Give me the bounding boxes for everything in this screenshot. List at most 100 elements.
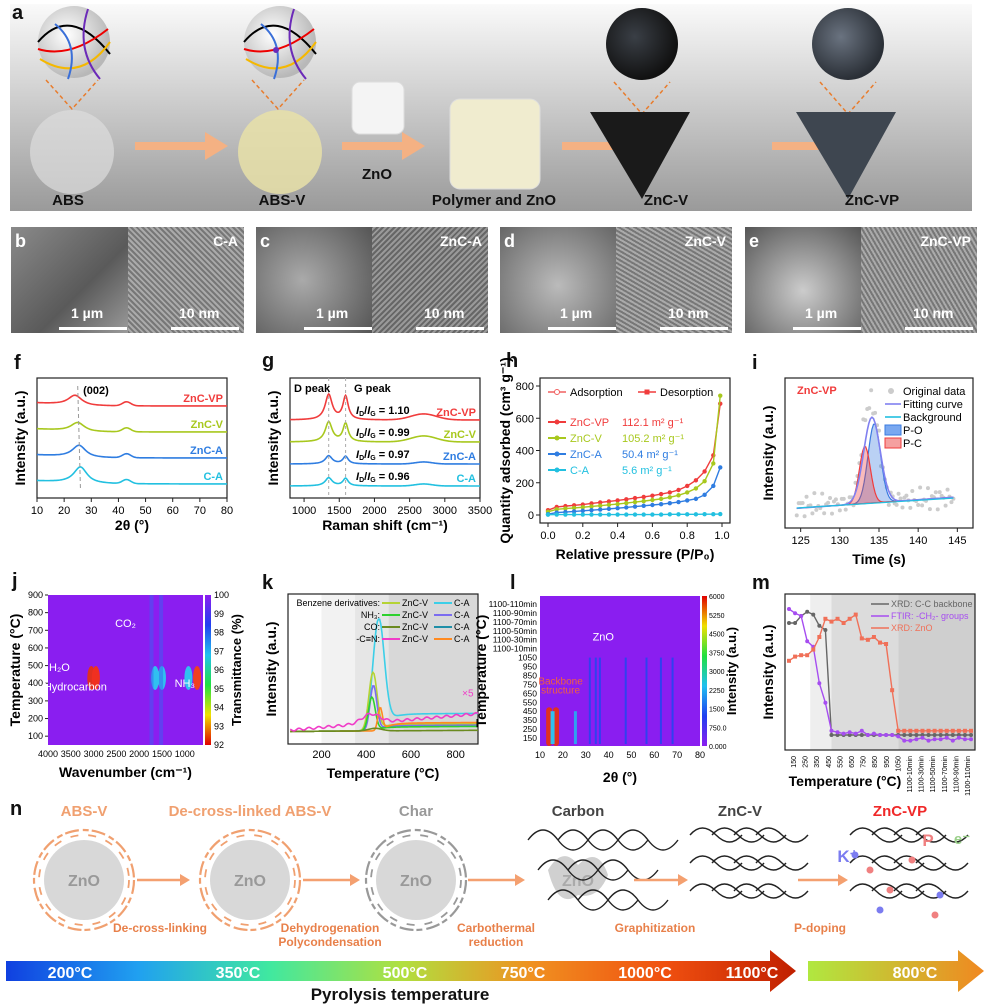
data-point bbox=[956, 728, 961, 733]
micrograph-d: d ZnC-V 1 µm 10 nm bbox=[500, 227, 732, 333]
tem-image bbox=[372, 227, 488, 333]
original-data-point bbox=[867, 406, 872, 411]
sem-image bbox=[500, 227, 616, 333]
data-point bbox=[667, 501, 672, 506]
zno-reflection bbox=[645, 657, 648, 744]
data-point bbox=[805, 609, 810, 614]
data-point bbox=[793, 621, 798, 625]
electron-label: e⁻ bbox=[954, 831, 970, 848]
data-point bbox=[676, 499, 681, 505]
zno-cube-icon bbox=[351, 81, 405, 135]
carbon-sheet-icon bbox=[849, 883, 903, 899]
data-point bbox=[571, 512, 577, 517]
y-tick-label: 950 bbox=[523, 662, 537, 672]
series-label: C-A bbox=[203, 471, 223, 483]
absorption-band bbox=[91, 665, 100, 690]
sem-image bbox=[745, 227, 861, 333]
x-tick-label: 1100-50min bbox=[930, 756, 937, 793]
original-data-point bbox=[830, 511, 834, 516]
data-point bbox=[926, 738, 931, 743]
original-data-point bbox=[826, 500, 831, 505]
carbon-sheet-icon bbox=[733, 855, 787, 871]
panel-f-label: f bbox=[14, 352, 21, 374]
plot-frame bbox=[289, 377, 481, 499]
y-tick-label: 600 bbox=[28, 643, 43, 653]
y-tick-label: 1050 bbox=[518, 653, 537, 663]
annotation-NH₃: NH₃ bbox=[175, 678, 195, 690]
data-point bbox=[884, 642, 889, 646]
legend-marker bbox=[554, 389, 560, 395]
legend-marker bbox=[644, 389, 650, 395]
y-tick-label: 500 bbox=[28, 661, 43, 671]
legend-label: ZnC-V bbox=[402, 598, 428, 608]
data-point bbox=[950, 733, 955, 737]
surface-area-label: 50.4 m² g⁻¹ bbox=[622, 449, 678, 461]
data-point bbox=[847, 733, 852, 737]
data-point bbox=[606, 502, 612, 508]
data-point bbox=[811, 647, 816, 652]
legend-marker bbox=[554, 435, 560, 441]
original-data-point bbox=[837, 508, 842, 513]
legend-fitting-curve: Fitting curve bbox=[903, 399, 963, 411]
zno-label: ZnO bbox=[362, 166, 392, 183]
data-point bbox=[580, 512, 585, 517]
tem-scale-bar bbox=[416, 327, 484, 330]
y-tick-label: 400 bbox=[28, 678, 43, 688]
data-point bbox=[932, 737, 937, 742]
data-point bbox=[563, 512, 568, 517]
data-point bbox=[823, 700, 828, 705]
legend-label: ZnC-V bbox=[402, 634, 428, 644]
absv-polymer-sphere-icon bbox=[243, 6, 317, 80]
arrow-head-icon bbox=[678, 874, 688, 886]
pyrolysis-axis-label: Pyrolysis temperature bbox=[311, 985, 490, 1004]
y-axis-label: Intensity (a.u.) bbox=[265, 391, 281, 486]
colorbar-tick-label: 6000 bbox=[709, 594, 725, 601]
sample-label: ZnC-V bbox=[684, 233, 726, 249]
y-tick-label: 850 bbox=[523, 670, 537, 680]
tem-scale-bar bbox=[171, 327, 239, 330]
colorbar-tick-label: 2250 bbox=[709, 688, 725, 695]
y-tick-label: 150 bbox=[523, 733, 537, 743]
data-point bbox=[571, 505, 577, 511]
annotation-structure: structure bbox=[541, 685, 580, 696]
data-point bbox=[865, 733, 870, 737]
legend-p-c: P-C bbox=[903, 438, 922, 450]
x-axis-label: Temperature (°C) bbox=[327, 765, 440, 781]
x-tick-label: 1000 bbox=[292, 505, 316, 517]
colorbar-tick-label: 98 bbox=[214, 628, 224, 638]
temperature-label: 750°C bbox=[501, 965, 546, 982]
micrograph-e: e ZnC-VP 1 µm 10 nm bbox=[745, 227, 977, 333]
polymer-chain-icon bbox=[364, 828, 468, 932]
y-tick-label: 0 bbox=[528, 510, 534, 522]
zno-core-label: ZnO bbox=[68, 873, 100, 890]
annotation-x5: ×5 bbox=[462, 688, 474, 699]
colorbar-tick-label: 750.0 bbox=[709, 725, 727, 732]
raman-curve-ZnC-V bbox=[289, 420, 481, 443]
data-point bbox=[926, 728, 931, 733]
data-point bbox=[914, 737, 919, 742]
tem-scale-label: 10 nm bbox=[179, 305, 220, 321]
potassium-ion-icon bbox=[876, 906, 884, 914]
panel-l-label: l bbox=[510, 572, 516, 594]
data-point bbox=[865, 637, 870, 642]
legend-label: FTIR: -CH₂- groups bbox=[891, 611, 969, 621]
tem-image bbox=[616, 227, 732, 333]
plot-frame bbox=[287, 593, 479, 745]
data-point bbox=[650, 493, 655, 498]
colorbar-tick-label: 1500 bbox=[709, 707, 725, 714]
carbon-sheet-icon bbox=[607, 889, 669, 911]
original-data-point bbox=[814, 507, 819, 512]
data-point bbox=[693, 478, 699, 483]
x-tick-label: 1500 bbox=[152, 749, 172, 759]
x-tick-label: 4000 bbox=[38, 749, 58, 759]
data-point bbox=[718, 465, 723, 470]
x-tick-label: 3500 bbox=[61, 749, 81, 759]
data-point bbox=[799, 614, 804, 618]
x-axis-label: Relative pressure (P/P₀) bbox=[556, 546, 715, 562]
original-data-point bbox=[828, 496, 833, 501]
data-point bbox=[914, 733, 919, 737]
data-point bbox=[641, 512, 646, 517]
y-tick-label: 750 bbox=[523, 679, 537, 689]
temperature-label: 1100°C bbox=[726, 965, 779, 982]
